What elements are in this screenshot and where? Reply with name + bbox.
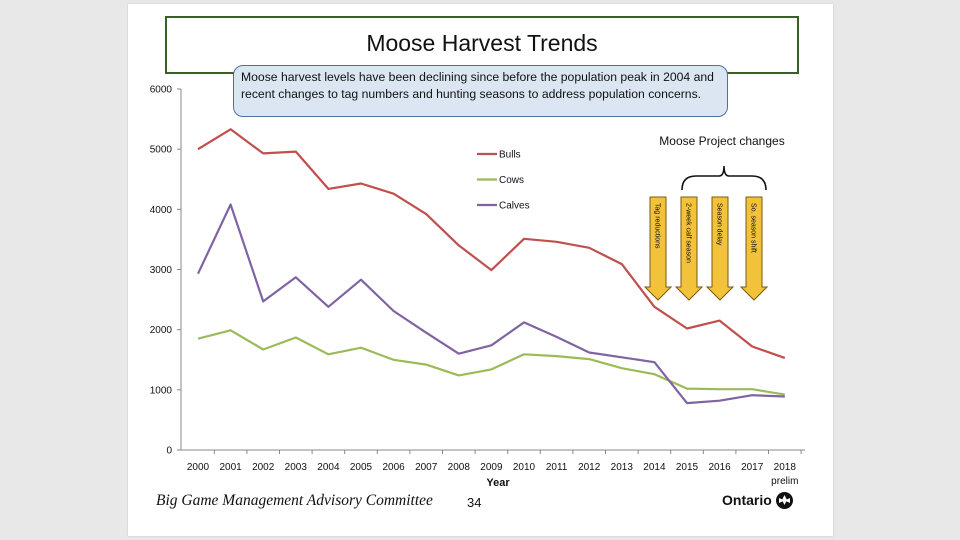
page-number: 34: [467, 495, 482, 510]
chart-axes: 0 1000 2000 3000 4000 5000 6000 2000 2001 2002 200…: [150, 85, 805, 489]
series-line-cows: [197, 329, 785, 396]
annotation-header: Moose Project changes: [659, 134, 784, 148]
series-line-calves: [197, 203, 785, 405]
logo-text: Ontario: [722, 492, 772, 508]
trillium-icon: [775, 491, 793, 509]
y-tick-label: 2000: [150, 325, 173, 336]
x-tick-label: 2018: [774, 462, 797, 473]
y-tick-label: 6000: [150, 85, 173, 96]
annotation-arrow: [739, 196, 769, 301]
x-tick-label: 2001: [219, 462, 242, 473]
x-tick-label: 2005: [350, 462, 373, 473]
x-tick-label: 2003: [285, 462, 308, 473]
x-tick-label: 2017: [741, 462, 764, 473]
annotation-arrow: [705, 196, 735, 301]
annotation-arrow-label: Season delay: [716, 203, 723, 246]
x-axis-label: Year: [486, 477, 510, 489]
annotation-arrow-label: Tag reductions: [654, 203, 661, 249]
ontario-logo: Ontario: [722, 490, 793, 510]
chart-annotations: Moose Project changes Tag reductions 2-wee…: [643, 134, 785, 301]
legend-label-cows: Cows: [499, 175, 524, 186]
legend-label-bulls: Bulls: [499, 150, 521, 161]
series-line-bulls: [197, 128, 786, 359]
x-tick-label: 2000: [187, 462, 210, 473]
x-tick-label: 2006: [382, 462, 405, 473]
footer-committee: Big Game Management Advisory Committee: [156, 492, 433, 509]
x-tick-label: 2016: [708, 462, 731, 473]
x-tick-label: 2013: [611, 462, 634, 473]
annotation-arrow-label: 2-week calf season: [685, 203, 692, 263]
y-tick-label: 1000: [150, 385, 173, 396]
x-tick-sublabel: prelim: [771, 476, 798, 487]
y-tick-label: 3000: [150, 265, 173, 276]
title-box: Moose Harvest Trends: [165, 16, 799, 74]
x-tick-label: 2012: [578, 462, 601, 473]
y-tick-label: 0: [166, 446, 172, 457]
chart-legend: Bulls Cows Calves: [477, 150, 530, 212]
x-tick-label: 2015: [676, 462, 699, 473]
x-tick-label: 2007: [415, 462, 438, 473]
page-title: Moose Harvest Trends: [366, 30, 598, 56]
x-tick-label: 2011: [546, 462, 568, 473]
chart-series: [197, 128, 786, 405]
callout-note: Moose harvest levels have been declining…: [233, 65, 728, 117]
annotation-arrow-label: So. season shift: [750, 203, 757, 253]
x-tick-label: 2014: [643, 462, 666, 473]
x-tick-label: 2009: [480, 462, 503, 473]
x-tick-label: 2010: [513, 462, 536, 473]
y-tick-label: 4000: [150, 205, 173, 216]
legend-label-calves: Calves: [499, 201, 530, 212]
annotation-brace: [681, 165, 767, 191]
y-tick-label: 5000: [150, 145, 173, 156]
annotation-arrow: [643, 196, 673, 301]
annotation-arrow: [674, 196, 704, 301]
x-tick-label: 2002: [252, 462, 275, 473]
x-tick-label: 2008: [448, 462, 471, 473]
x-tick-label: 2004: [317, 462, 340, 473]
